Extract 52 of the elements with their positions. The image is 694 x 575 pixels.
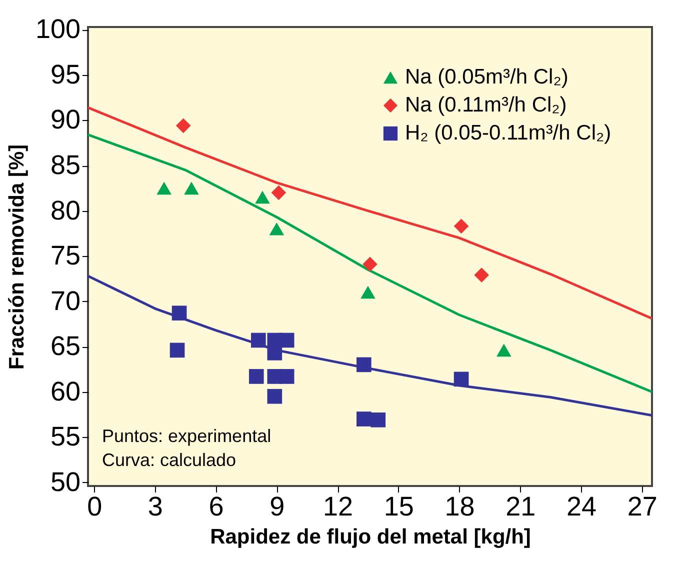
point [370,412,386,428]
x-tick-label: 24 [566,492,597,522]
y-tick-label: 90 [50,104,80,135]
legend-label: Na (0.05m³/h Cl₂) [405,66,568,88]
point [496,344,512,357]
x-tick-label: 3 [148,492,163,522]
point [156,182,172,195]
point [184,182,199,195]
point [255,190,270,204]
x-tick-label: 15 [384,492,414,522]
x-tick-label: 27 [627,492,658,522]
point [267,346,282,360]
point [474,268,489,282]
y-tick-label: 95 [50,59,80,90]
point [356,357,372,372]
point [248,369,264,384]
legend-label: H₂ (0.05-0.11m³/h Cl₂) [405,122,612,144]
point [279,332,294,348]
y-tick-label: 50 [50,466,80,497]
x-tick-label: 12 [323,492,354,522]
y-tick-label: 55 [50,422,80,452]
y-tick-label: 75 [50,240,80,271]
point [454,372,469,387]
line-series [86,274,654,417]
legend-label: Na (0.11m³/h Cl₂) [405,94,567,116]
x-tick-label: 9 [270,492,285,522]
point [279,369,294,384]
point [176,118,191,134]
x-tick-label: 18 [444,492,475,522]
y-tick-label: 100 [35,14,80,44]
point [170,342,185,358]
x-tick-label: 21 [506,492,536,522]
y-tick-label: 80 [50,195,80,226]
y-tick-label: 85 [50,150,80,180]
point [251,332,266,348]
y-tick-label: 65 [50,331,80,362]
annotation: Puntos: experimental [102,426,272,446]
point [267,388,282,404]
x-axis-title: Rapidez de flujo del metal [kg/h] [210,526,531,548]
point [269,222,284,236]
annotation: Curva: calculado [102,450,236,470]
point [362,256,378,272]
point [360,286,376,299]
point [271,185,286,200]
y-tick-label: 70 [50,286,80,316]
y-tick-label: 60 [50,376,80,406]
x-tick-label: 0 [87,492,102,522]
point [454,218,469,234]
point [172,306,187,320]
y-axis-title: Fracción removida [%] [5,144,28,370]
x-tick-label: 6 [208,492,224,522]
point [356,412,372,426]
